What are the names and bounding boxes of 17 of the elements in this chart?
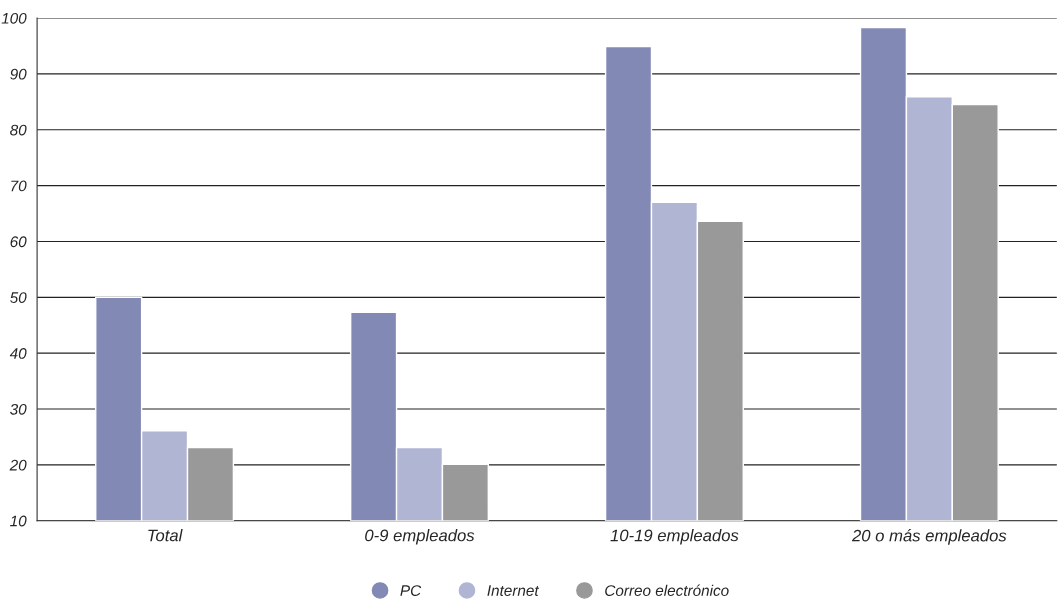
- legend-label: Correo electrónico: [605, 584, 729, 596]
- y-tick-label: 80: [10, 124, 27, 136]
- y-tick-label: 60: [10, 236, 27, 248]
- legend-label: Internet: [487, 585, 540, 596]
- x-tick-label: 0-9 empleados: [365, 529, 475, 545]
- y-tick-label: 90: [10, 68, 27, 80]
- y-tick-label: 70: [11, 180, 27, 192]
- y-tick-label: 40: [9, 348, 27, 359]
- y-tick-label: 30: [10, 403, 27, 415]
- x-tick-label: 20 o más empleados: [851, 529, 1007, 545]
- x-tick-label: Total: [148, 529, 183, 542]
- y-tick-label: 10: [10, 515, 27, 527]
- y-tick-label: 20: [9, 459, 27, 471]
- x-tick-label: 10-19 empleados: [610, 529, 739, 545]
- y-tick-label: 50: [10, 292, 27, 304]
- legend-label: PC: [400, 585, 422, 596]
- y-tick-label: 100: [1, 12, 27, 24]
